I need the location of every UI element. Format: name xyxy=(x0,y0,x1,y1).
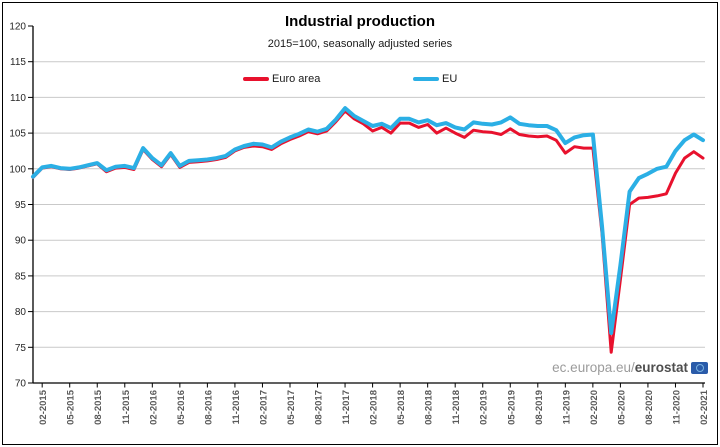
x-tick-label: 11-2017 xyxy=(341,390,352,424)
x-tick-label: 02-2019 xyxy=(479,390,490,425)
x-tick-label: 08-2015 xyxy=(93,389,104,425)
y-tick-label: 105 xyxy=(9,129,26,140)
y-tick-label: 80 xyxy=(15,307,27,318)
x-tick-label: 08-2019 xyxy=(534,390,545,425)
y-tick-label: 90 xyxy=(15,236,27,247)
y-tick-label: 75 xyxy=(15,343,27,354)
y-tick-label: 115 xyxy=(10,57,26,68)
legend-label-eu: EU xyxy=(442,73,458,85)
eu-flag-icon xyxy=(691,361,708,374)
y-tick-label: 85 xyxy=(15,271,27,282)
watermark-brand: eurostat xyxy=(634,360,688,375)
y-tick-label: 120 xyxy=(9,22,26,33)
x-tick-label: 05-2017 xyxy=(286,390,297,425)
x-tick-label: 02-2020 xyxy=(589,390,600,425)
x-tick-label: 02-2018 xyxy=(369,390,380,425)
series-line-eu xyxy=(31,106,705,335)
x-tick-label: 02-2017 xyxy=(258,390,269,425)
x-tick-label: 08-2020 xyxy=(644,390,655,425)
x-tick-label: 11-2020 xyxy=(671,390,682,424)
x-tick-label: 02-2016 xyxy=(148,390,159,425)
x-tick-label: 05-2018 xyxy=(396,390,407,425)
x-tick-label: 02-2015 xyxy=(38,389,49,425)
x-tick-label: 11-2015 xyxy=(121,389,132,424)
x-tick-label: 11-2019 xyxy=(561,390,572,424)
x-tick-label: 05-2020 xyxy=(616,390,627,425)
legend-swatch-euro-area xyxy=(243,77,269,81)
chart-title: Industrial production xyxy=(285,13,435,30)
y-tick-label: 70 xyxy=(15,379,27,390)
legend-label-euro-area: Euro area xyxy=(272,73,321,85)
legend: Euro area EU xyxy=(0,72,720,86)
legend-item-eu: EU xyxy=(413,72,457,86)
x-tick-label: 11-2016 xyxy=(231,390,242,424)
chart-subtitle: 2015=100, seasonally adjusted series xyxy=(267,38,453,50)
y-tick-label: 95 xyxy=(15,200,27,211)
x-tick-label: 11-2018 xyxy=(451,390,462,424)
x-tick-label: 08-2018 xyxy=(424,390,435,425)
watermark-url: ec.europa.eu/ xyxy=(552,360,635,375)
watermark: ec.europa.eu/eurostat xyxy=(552,360,708,375)
x-tick-label: 05-2015 xyxy=(66,389,77,425)
legend-swatch-eu xyxy=(413,77,439,81)
legend-item-euro-area: Euro area xyxy=(243,72,320,86)
x-tick-label: 02-2021 xyxy=(699,389,710,425)
y-tick-label: 110 xyxy=(10,93,26,104)
y-tick-label: 100 xyxy=(9,164,26,175)
x-tick-label: 05-2019 xyxy=(506,390,517,425)
x-tick-label: 08-2017 xyxy=(314,390,325,425)
x-tick-label: 08-2016 xyxy=(203,390,214,425)
x-tick-label: 05-2016 xyxy=(176,390,187,425)
